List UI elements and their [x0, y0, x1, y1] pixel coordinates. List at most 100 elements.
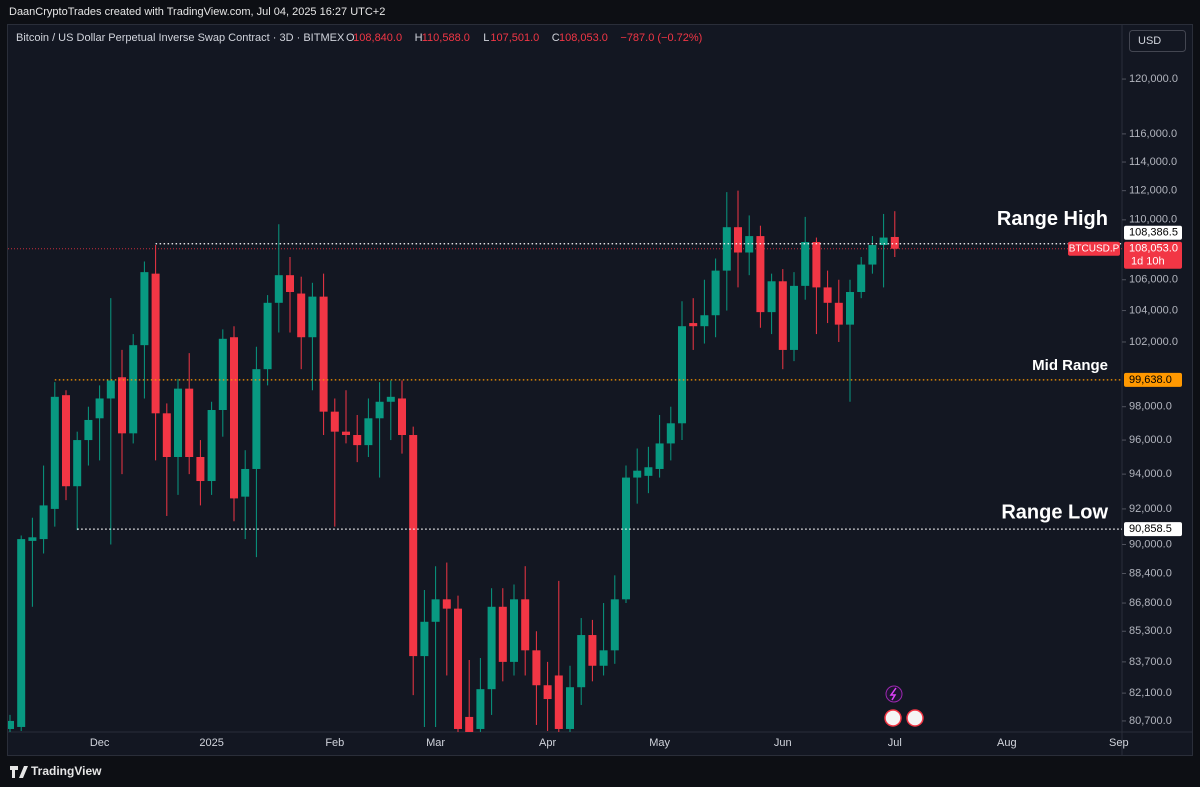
- ohlc-key: O: [346, 32, 355, 44]
- ohlc-change: −787.0 (−0.72%): [620, 32, 702, 44]
- candle-body: [498, 606, 507, 662]
- ohlc-value: 110,588.0: [422, 32, 470, 44]
- logo-glyph: [10, 766, 28, 778]
- level-price-tag: [1124, 372, 1182, 387]
- candle-body: [588, 635, 597, 666]
- level-name: Range Low: [1001, 501, 1108, 523]
- ohlc-key: C: [552, 32, 560, 44]
- candle-body: [230, 337, 238, 499]
- event-icons: [884, 685, 924, 727]
- y-tick-label: 98,000.0: [1129, 401, 1172, 413]
- candle-body: [745, 236, 754, 253]
- y-tick-label: 85,300.0: [1129, 625, 1172, 637]
- candle-body: [734, 227, 742, 253]
- candle-body: [633, 470, 642, 478]
- candle-body: [297, 293, 306, 338]
- x-tick-label: Feb: [325, 737, 344, 749]
- y-tick-label: 94,000.0: [1129, 468, 1172, 480]
- level-price-tag: [1124, 522, 1182, 537]
- candle-body: [151, 273, 160, 414]
- candle-body: [174, 388, 182, 458]
- x-tick-label: Jul: [888, 737, 902, 749]
- symbol-tag: [1068, 241, 1120, 256]
- candle-body: [286, 275, 294, 293]
- level-price-label: 99,638.0: [1129, 374, 1172, 386]
- symbol-tag-label: BTCUSD.P: [1069, 243, 1120, 254]
- candle-body: [554, 675, 563, 729]
- ohlc-value: 108,840.0: [353, 32, 402, 44]
- candle-body: [700, 315, 709, 327]
- event-icon-glyph: [889, 687, 897, 701]
- candle-body: [342, 431, 350, 436]
- candle-body: [689, 323, 698, 327]
- candle-body: [274, 275, 283, 303]
- candle-body: [767, 281, 776, 313]
- y-tick-label: 90,000.0: [1129, 538, 1172, 550]
- x-tick-label: Sep: [1109, 737, 1129, 749]
- candle-body: [364, 418, 373, 446]
- level-price-label: 108,386.5: [1129, 227, 1178, 239]
- last-price-label: 108,053.0: [1129, 243, 1178, 255]
- y-tick-label: 114,000.0: [1129, 156, 1177, 168]
- symbol-title: Bitcoin / US Dollar Perpetual Inverse Sw…: [16, 32, 345, 44]
- currency-button[interactable]: [1129, 30, 1186, 52]
- candle-body: [510, 599, 518, 662]
- candle-body: [487, 606, 496, 690]
- candle-body: [308, 296, 317, 338]
- candle-body: [610, 599, 619, 651]
- plot-area: [8, 190, 1122, 732]
- candle-body: [431, 599, 440, 622]
- event-icon[interactable]: [885, 685, 903, 703]
- candle-body: [442, 599, 451, 609]
- candle-body: [8, 720, 14, 729]
- candle-body: [252, 369, 261, 469]
- candle-body: [790, 285, 798, 350]
- y-tick-label: 116,000.0: [1129, 128, 1177, 140]
- candle-body: [476, 689, 485, 729]
- chart-panel: [7, 24, 1193, 756]
- level-name: Mid Range: [1032, 357, 1108, 374]
- candle-body: [812, 242, 821, 288]
- candle-body: [711, 270, 720, 316]
- candle-body: [129, 345, 138, 434]
- candle-body: [666, 423, 675, 444]
- y-tick-label: 86,800.0: [1129, 597, 1172, 609]
- candle-body: [353, 435, 362, 446]
- candle-body: [622, 477, 630, 600]
- candle-body: [778, 281, 787, 350]
- countdown-label: 1d 10h: [1131, 256, 1165, 268]
- level-price-label: 90,858.5: [1129, 523, 1172, 535]
- candle-body: [890, 236, 899, 249]
- event-icon[interactable]: [884, 709, 902, 727]
- y-tick-label: 120,000.0: [1129, 73, 1178, 85]
- candle-body: [454, 608, 462, 729]
- candle-body: [95, 398, 104, 419]
- candle-body: [50, 396, 59, 509]
- ohlc-key: H: [415, 32, 423, 44]
- y-tick-label: 88,400.0: [1129, 567, 1172, 579]
- candle-body: [162, 413, 171, 458]
- event-icon[interactable]: [906, 709, 924, 727]
- y-tick-label: 80,700.0: [1129, 715, 1172, 727]
- candle-body: [756, 236, 765, 313]
- candle-body: [28, 537, 37, 541]
- y-tick-label: 82,100.0: [1129, 687, 1172, 699]
- y-tick-label: 102,000.0: [1129, 336, 1178, 348]
- candle-body: [678, 326, 686, 424]
- x-tick-label: May: [649, 737, 670, 749]
- candle-body: [577, 635, 586, 688]
- candle-body: [644, 467, 653, 476]
- candle-body: [140, 272, 149, 346]
- candle-body: [62, 395, 70, 487]
- candle-body: [185, 388, 194, 458]
- y-tick-label: 92,000.0: [1129, 503, 1172, 515]
- y-tick-label: 110,000.0: [1129, 214, 1177, 226]
- candle-body: [106, 380, 115, 399]
- candle-body: [846, 292, 854, 325]
- candle-body: [386, 396, 395, 402]
- candle-body: [73, 440, 82, 487]
- candle-body: [532, 650, 541, 686]
- candle-body: [543, 685, 552, 700]
